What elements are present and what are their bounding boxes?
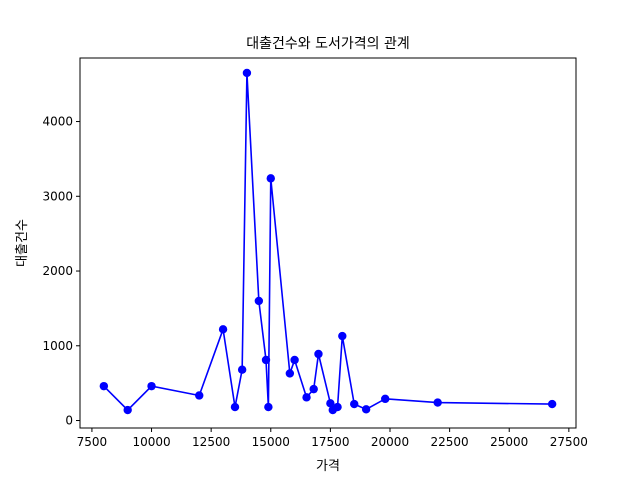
data-point [290, 355, 299, 365]
data-point [230, 402, 240, 412]
data-point [333, 402, 342, 412]
series-line [103, 72, 553, 412]
data-point [309, 384, 318, 394]
y-tick-label: 2000 [42, 264, 73, 278]
data-point [338, 331, 347, 341]
y-axis-title: 대출건수 [15, 219, 30, 267]
data-point [433, 398, 442, 407]
data-point [361, 405, 371, 414]
data-point [326, 399, 335, 408]
x-axis: 7500 10000 12500 15000 17500 20000 22500 25000 2… [77, 428, 588, 449]
axes-frame [79, 57, 577, 429]
x-tick-label: 25000 [490, 435, 528, 449]
data-point [381, 394, 390, 404]
chart-title: 대출건수와 도서가격의 관계 [246, 36, 409, 52]
y-tick-label: 3000 [42, 189, 73, 203]
x-axis-title: 가격 [316, 459, 340, 474]
data-point [99, 381, 109, 391]
data-point [123, 405, 132, 415]
y-tick-label: 0 [65, 414, 73, 428]
x-tick-label: 27500 [550, 435, 588, 449]
plot-area [99, 68, 557, 415]
x-tick-label: 7500 [77, 435, 108, 449]
data-point [237, 365, 247, 374]
data-point [242, 68, 252, 78]
data-point [266, 174, 275, 183]
x-tick-label: 22500 [431, 435, 469, 449]
x-tick-label: 17500 [311, 435, 349, 449]
data-point [218, 325, 228, 334]
x-tick-label: 10000 [132, 435, 170, 449]
y-tick-label: 4000 [42, 115, 73, 129]
data-point [547, 399, 557, 409]
y-axis: 0 1000 2000 3000 4000 [42, 115, 80, 428]
x-tick-label: 20000 [371, 435, 409, 449]
y-tick-label: 1000 [42, 339, 73, 353]
data-point [195, 391, 204, 400]
data-point [314, 349, 323, 359]
data-point [302, 393, 311, 402]
data-point [285, 369, 295, 378]
x-tick-label: 15000 [252, 435, 290, 449]
data-point [254, 296, 264, 306]
data-point [264, 402, 273, 412]
x-tick-label: 12500 [192, 435, 230, 449]
data-point [350, 399, 359, 409]
data-point [147, 381, 156, 391]
data-point [261, 355, 271, 365]
